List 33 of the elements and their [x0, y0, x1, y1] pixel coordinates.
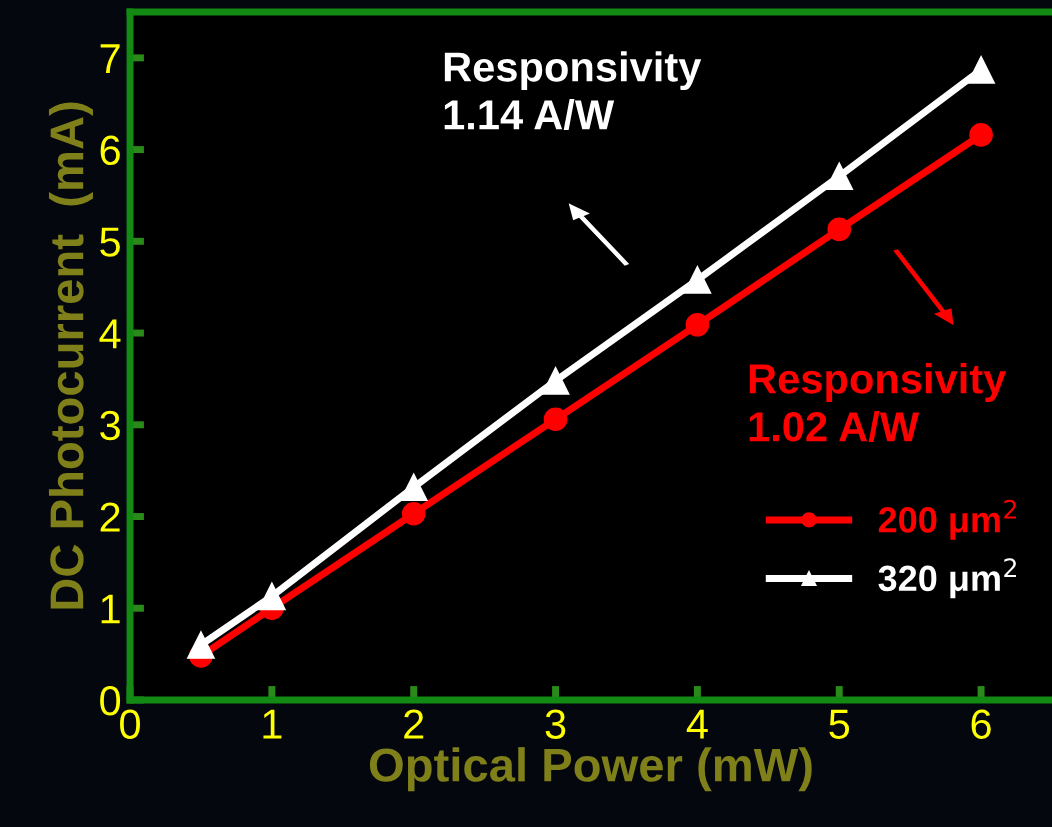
x-tick-label: 1 [263, 709, 282, 739]
y-tick-label: 6 [100, 135, 120, 166]
y-axis-title: DC Photocurrent (mA) [48, 102, 93, 609]
point [967, 55, 995, 84]
x-tick-label: 2 [404, 709, 424, 739]
x-tick-label: 3 [545, 709, 566, 739]
point [683, 265, 712, 294]
y-tick-label: 0 [100, 685, 121, 716]
x-axis-title: Optical Power (mW) [369, 747, 812, 792]
point [401, 501, 426, 526]
point [187, 631, 215, 659]
point [541, 366, 570, 395]
y-tick-label: 2 [100, 502, 120, 532]
point [825, 162, 854, 191]
legend-label: 200 μm$^{2}$ [878, 499, 1016, 540]
y-tick-label: 1 [101, 594, 120, 624]
x-tick-label: 4 [686, 709, 708, 739]
point [969, 123, 993, 147]
annotation: Responsivity 1.02 A/W [749, 363, 1007, 442]
x-tick-label: 5 [829, 709, 850, 739]
point [543, 407, 568, 432]
point [685, 312, 710, 337]
point [257, 582, 286, 611]
x-tick-label: 6 [971, 709, 991, 739]
point [399, 473, 428, 502]
point [827, 217, 852, 242]
y-tick-label: 3 [100, 410, 120, 441]
x-tick-label: 0 [120, 709, 140, 739]
y-tick-label: 7 [100, 44, 120, 73]
y-tick-label: 4 [99, 319, 121, 349]
y-tick-label: 5 [100, 227, 120, 257]
legend-label: 320 μm$^{2}$ [878, 558, 1016, 599]
annotation: Responsivity 1.14 A/W [444, 51, 702, 131]
